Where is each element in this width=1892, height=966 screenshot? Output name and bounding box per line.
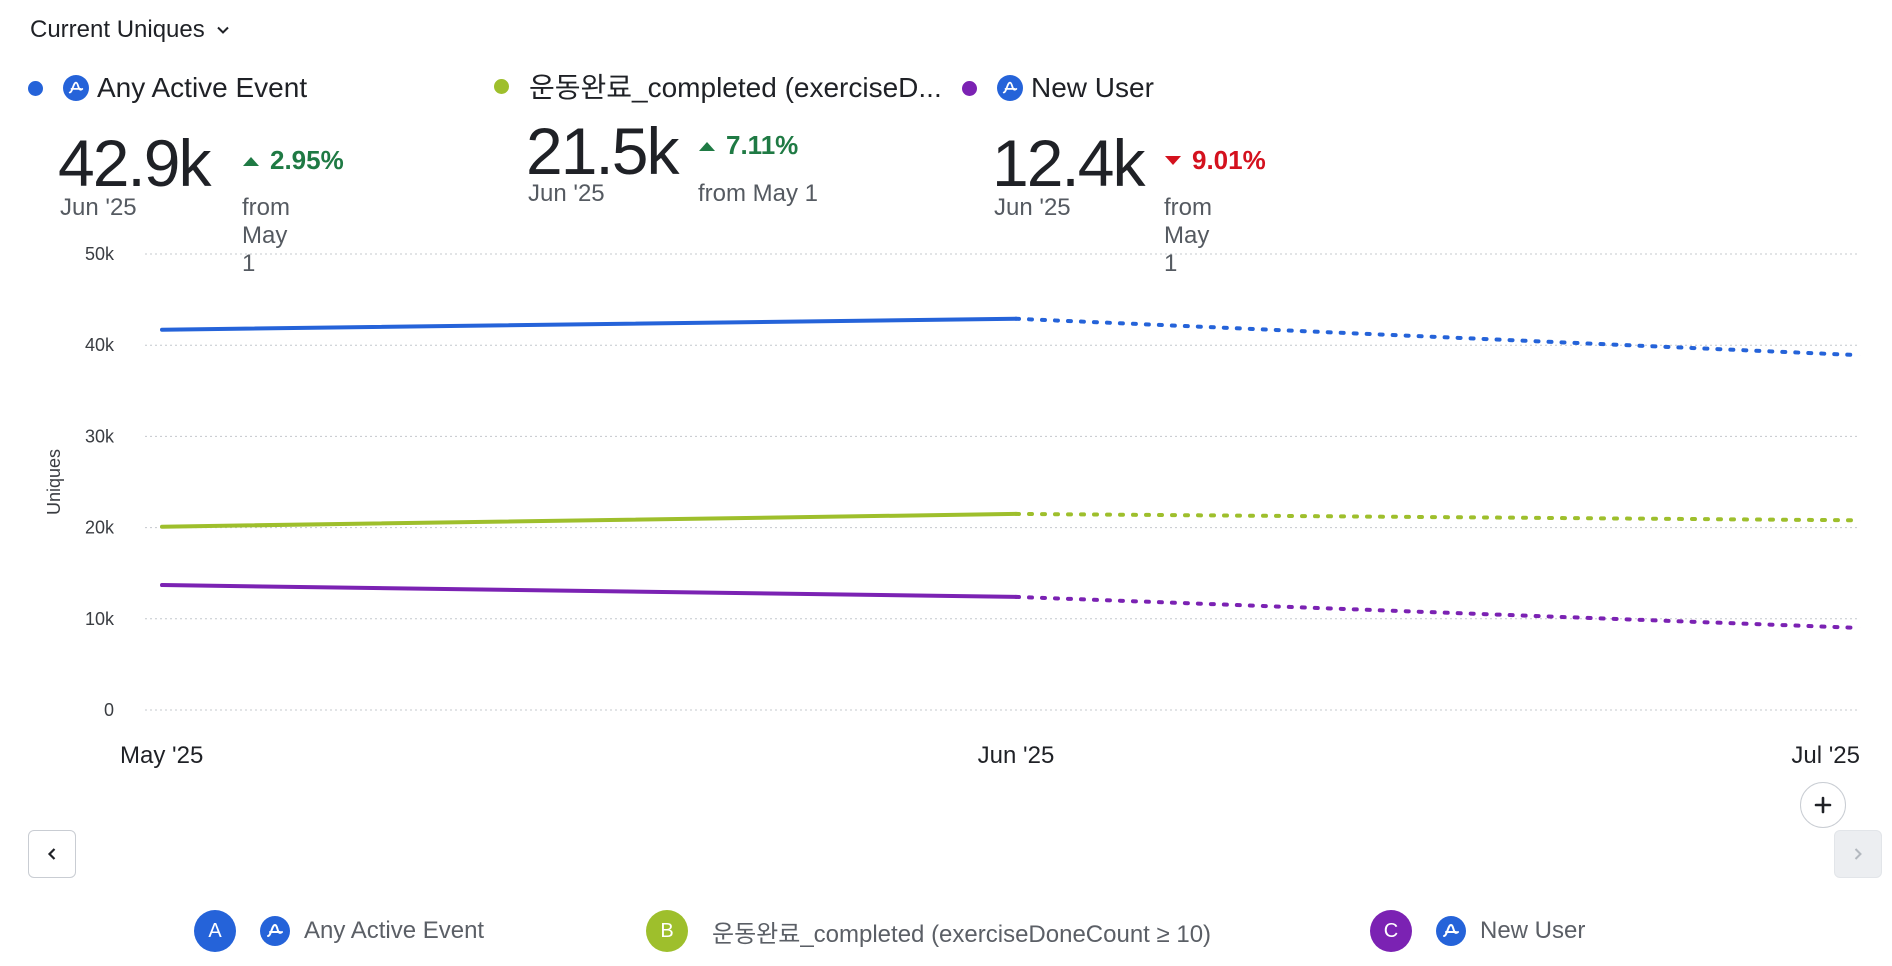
add-button[interactable] [1800, 782, 1846, 828]
series-line [160, 316, 1018, 332]
legend-item-c[interactable]: C New User [1370, 910, 1585, 952]
change-value: 9.01% [1192, 145, 1266, 175]
metric-value: 21.5k [526, 114, 679, 188]
summary-any-active-event: Any Active Event 42.9k Jun '25 2.95% fro… [28, 72, 344, 277]
caret-down-icon [1165, 155, 1181, 165]
series-name: 운동완료_completed (exerciseD... [529, 72, 942, 103]
legend-label: Any Active Event [304, 917, 485, 944]
series-name: Any Active Event [97, 72, 308, 103]
metric-change: 2.95% [242, 145, 344, 176]
change-reference: from May 1 [1164, 194, 1212, 277]
line-chart: 0 10k 20k 30k 40k 50k Uniques May '25 Jun '25 Jul… [44, 244, 1862, 769]
amplitude-event-icon [1436, 916, 1466, 946]
change-value: 7.11% [726, 130, 799, 160]
x-tick-label: Jun '25 [978, 742, 1055, 769]
x-tick-label: Jul '25 [1791, 742, 1860, 769]
series-letter-badge: B [646, 910, 688, 952]
series-letter-badge: A [194, 910, 236, 952]
series-name-row[interactable]: Any Active Event [28, 72, 307, 104]
legend-item-a[interactable]: A Any Active Event [194, 910, 484, 952]
next-button[interactable] [1834, 830, 1882, 878]
series-name: New User [1031, 72, 1154, 103]
chevron-right-icon [1854, 848, 1862, 860]
y-axis-label: Uniques [44, 449, 64, 515]
plus-icon [1814, 796, 1832, 814]
series-line [160, 511, 1018, 529]
metric-label: Current Uniques [30, 16, 205, 43]
series-name-row[interactable]: New User [962, 72, 1154, 104]
amplitude-event-icon [260, 916, 290, 946]
change-reference: from May 1 [698, 180, 819, 207]
caret-up-icon [699, 141, 715, 151]
series-line [160, 583, 1018, 599]
metric-value: 42.9k [58, 126, 211, 200]
y-tick-label: 20k [85, 518, 115, 538]
metric-selector[interactable]: Current Uniques [30, 16, 231, 44]
series-name-row[interactable]: 운동완료_completed (exerciseD... [494, 66, 942, 106]
previous-button[interactable] [28, 830, 76, 878]
legend-item-b[interactable]: B 운동완료_completed (exerciseDoneCount ≥ 10… [646, 910, 1211, 952]
series-projection-line [1014, 511, 1862, 523]
legend-label: New User [1480, 917, 1586, 944]
series-letter-badge: C [1370, 910, 1412, 952]
metric-period: Jun '25 [60, 194, 137, 221]
summary-new-user: New User 12.4k Jun '25 9.01% from May 1 [962, 72, 1266, 277]
series-projection-line [1014, 594, 1862, 630]
chevron-left-icon [47, 848, 56, 860]
chevron-down-icon [217, 26, 229, 34]
amplitude-event-icon [997, 75, 1023, 101]
legend-label: 운동완료_completed (exerciseDoneCount ≥ 10) [712, 920, 1212, 948]
series-color-dot [962, 80, 977, 96]
caret-up-icon [243, 156, 259, 166]
change-reference: from May 1 [242, 194, 290, 277]
metric-period: Jun '25 [994, 194, 1071, 221]
metric-value: 12.4k [992, 126, 1145, 200]
y-tick-label: 10k [85, 609, 115, 629]
metric-change: 9.01% [1164, 145, 1266, 176]
summary-exercise-completed: 운동완료_completed (exerciseD... 21.5k Jun '… [494, 66, 942, 207]
series-projection-line [1014, 316, 1862, 358]
metric-period: Jun '25 [528, 180, 605, 207]
y-tick-label: 40k [85, 335, 115, 355]
y-tick-label: 50k [85, 244, 115, 264]
amplitude-event-icon [63, 75, 89, 101]
x-tick-label: May '25 [120, 742, 203, 769]
series-color-dot [28, 80, 43, 96]
change-value: 2.95% [270, 145, 344, 175]
series-color-dot [494, 78, 509, 94]
metric-change: 7.11% [698, 130, 798, 161]
y-tick-label: 0 [104, 700, 114, 720]
y-tick-label: 30k [85, 426, 115, 446]
